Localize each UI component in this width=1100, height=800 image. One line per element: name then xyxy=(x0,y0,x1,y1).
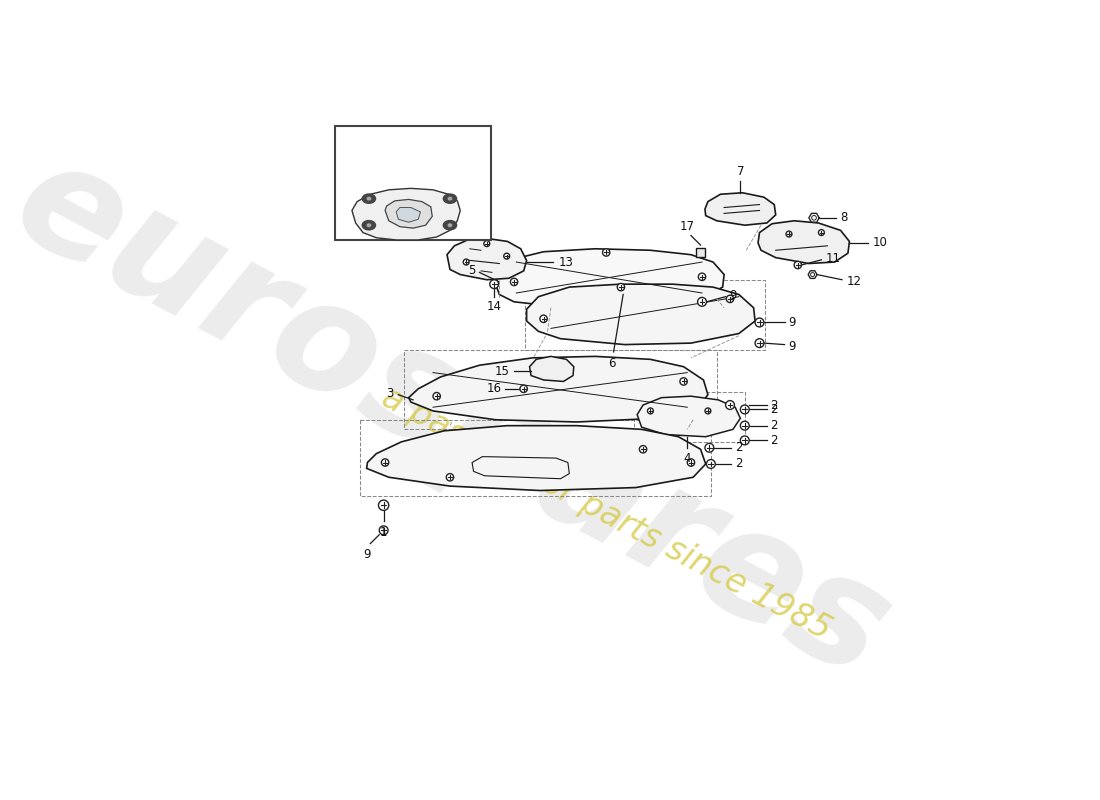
Circle shape xyxy=(510,278,518,286)
Text: 3: 3 xyxy=(386,386,394,400)
Ellipse shape xyxy=(448,223,452,227)
Polygon shape xyxy=(396,207,420,222)
Ellipse shape xyxy=(366,197,372,201)
Text: eurospares: eurospares xyxy=(0,126,913,711)
Circle shape xyxy=(726,295,734,302)
Circle shape xyxy=(812,215,816,220)
Circle shape xyxy=(740,405,749,414)
Circle shape xyxy=(680,378,688,385)
Circle shape xyxy=(520,385,527,393)
Text: 4: 4 xyxy=(683,452,691,465)
Ellipse shape xyxy=(362,221,375,230)
Circle shape xyxy=(447,474,453,481)
Polygon shape xyxy=(705,193,776,225)
Ellipse shape xyxy=(448,197,452,201)
Text: 17: 17 xyxy=(680,219,695,233)
Circle shape xyxy=(379,526,388,534)
Circle shape xyxy=(490,280,498,289)
Circle shape xyxy=(433,393,440,400)
Ellipse shape xyxy=(362,194,375,203)
Polygon shape xyxy=(696,248,705,257)
Circle shape xyxy=(755,318,763,327)
Text: 6: 6 xyxy=(608,357,616,370)
Polygon shape xyxy=(529,356,574,382)
Circle shape xyxy=(639,446,647,453)
Text: a passion for parts since 1985: a passion for parts since 1985 xyxy=(376,381,836,647)
Text: 7: 7 xyxy=(737,165,744,178)
Text: 14: 14 xyxy=(486,300,502,314)
Text: 9: 9 xyxy=(789,316,795,329)
Text: 2: 2 xyxy=(735,442,743,454)
Polygon shape xyxy=(385,199,432,228)
Circle shape xyxy=(706,459,715,469)
Circle shape xyxy=(603,249,609,256)
Circle shape xyxy=(786,231,792,237)
Bar xyxy=(336,126,492,240)
Polygon shape xyxy=(758,221,849,263)
Polygon shape xyxy=(352,188,460,240)
Circle shape xyxy=(697,298,706,306)
Text: 2: 2 xyxy=(735,458,743,470)
Circle shape xyxy=(811,273,815,277)
Circle shape xyxy=(378,500,388,510)
Polygon shape xyxy=(496,249,724,308)
Circle shape xyxy=(818,230,824,235)
Text: 11: 11 xyxy=(826,252,840,265)
Text: 12: 12 xyxy=(847,274,861,288)
Text: 9: 9 xyxy=(364,548,371,561)
Circle shape xyxy=(794,262,802,269)
Text: 1: 1 xyxy=(379,526,387,539)
Circle shape xyxy=(463,259,469,265)
Ellipse shape xyxy=(443,194,456,203)
Text: 8: 8 xyxy=(840,211,848,224)
Polygon shape xyxy=(447,238,527,280)
Circle shape xyxy=(726,401,735,410)
Text: 10: 10 xyxy=(873,236,888,250)
Text: 2: 2 xyxy=(771,419,778,432)
Circle shape xyxy=(698,273,706,281)
Text: 5: 5 xyxy=(468,264,475,278)
Circle shape xyxy=(740,436,749,445)
Text: 2: 2 xyxy=(771,434,778,447)
Text: 15: 15 xyxy=(495,365,509,378)
Circle shape xyxy=(617,283,625,290)
Circle shape xyxy=(705,443,714,452)
Polygon shape xyxy=(366,426,706,490)
Circle shape xyxy=(705,408,711,414)
Polygon shape xyxy=(527,284,755,345)
Circle shape xyxy=(382,459,388,466)
Circle shape xyxy=(540,315,547,322)
Circle shape xyxy=(648,408,653,414)
Circle shape xyxy=(504,254,509,259)
Text: 2: 2 xyxy=(771,398,778,411)
Polygon shape xyxy=(409,356,708,422)
Ellipse shape xyxy=(366,223,372,227)
Circle shape xyxy=(755,338,763,347)
Circle shape xyxy=(688,459,694,466)
Polygon shape xyxy=(637,396,740,437)
Circle shape xyxy=(740,422,749,430)
Text: 9: 9 xyxy=(729,289,737,302)
Text: 16: 16 xyxy=(486,382,502,395)
Text: 13: 13 xyxy=(559,255,573,269)
Text: 2: 2 xyxy=(771,403,778,416)
Ellipse shape xyxy=(443,221,456,230)
Circle shape xyxy=(484,241,490,246)
Text: 9: 9 xyxy=(789,339,795,353)
